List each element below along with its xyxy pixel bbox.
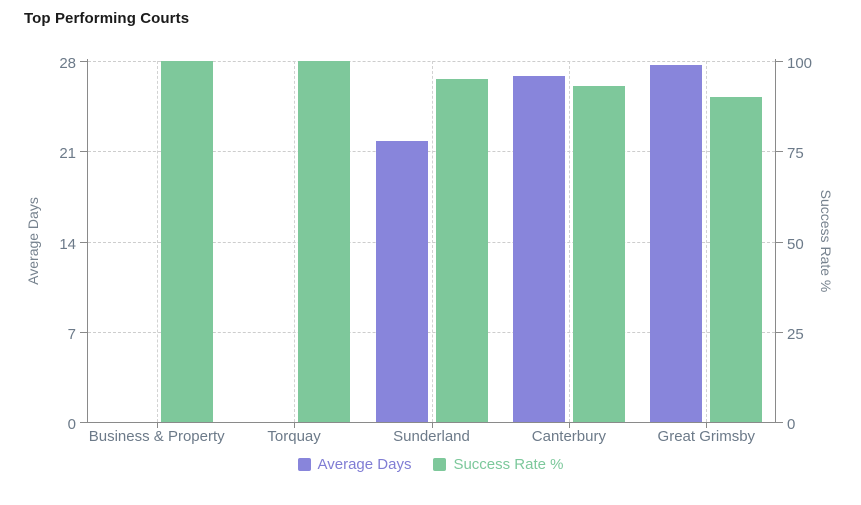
legend-label: Success Rate % [453, 456, 564, 473]
x-category-label-canterbury: Canterbury [531, 428, 606, 445]
y-axis-title-right: Success Rate % [818, 189, 834, 292]
gridline-vertical [294, 61, 296, 422]
y-left-tick-label: 7 [67, 325, 76, 343]
gridline-vertical [431, 61, 433, 422]
bar-success-rate-business-property [160, 61, 213, 422]
bar-success-rate-canterbury [572, 86, 625, 422]
bar-average-days-sunderland [375, 140, 428, 422]
legend-swatch-icon [297, 458, 311, 471]
x-category-label-torquay: Torquay [267, 428, 321, 445]
y-left-tick [80, 61, 87, 62]
y-right-tick [776, 151, 783, 153]
x-category-label-sunderland: Sunderland [393, 428, 470, 445]
y-axis-title-left: Average Days [25, 196, 41, 285]
gridline-vertical [706, 61, 708, 422]
y-left-tick [80, 151, 87, 153]
legend-item-success-rate[interactable]: Success Rate % [433, 456, 564, 473]
x-tick [156, 423, 158, 428]
legend-item-average-days[interactable]: Average Days [297, 456, 412, 473]
y-left-tick [80, 241, 87, 243]
bar-success-rate-great-grimsby [710, 97, 763, 422]
y-right-tick [776, 331, 783, 333]
bar-average-days-great-grimsby [650, 64, 703, 422]
y-right-tick [776, 241, 783, 243]
y-left-tick-label: 21 [59, 145, 76, 163]
x-tick [431, 423, 433, 428]
chart-title: Top Performing Courts [24, 10, 190, 27]
y-left-tick [80, 422, 87, 423]
y-right-tick-label: 0 [787, 416, 796, 433]
y-right-tick-label: 50 [787, 235, 804, 253]
axis-line [87, 59, 88, 422]
bar-success-rate-torquay [298, 61, 351, 422]
y-right-tick [776, 422, 783, 423]
y-left-tick-label: 28 [59, 55, 76, 72]
y-right-tick-label: 75 [787, 145, 804, 163]
x-tick [706, 423, 708, 428]
axis-line [83, 422, 780, 423]
gridline-vertical [156, 61, 158, 422]
chart-legend: Average Days Success Rate % [0, 456, 861, 473]
x-category-label-great-grimsby: Great Grimsby [657, 428, 756, 445]
bar-success-rate-sunderland [435, 79, 488, 422]
x-tick [568, 423, 570, 428]
y-right-tick-label: 25 [787, 325, 804, 343]
gridline-vertical [568, 61, 570, 422]
legend-label: Average Days [317, 456, 412, 473]
x-category-label-business-property: Business & Property [88, 428, 225, 445]
axis-line [775, 59, 776, 422]
y-right-tick-label: 100 [787, 55, 813, 72]
bar-average-days-canterbury [512, 76, 565, 422]
x-tick [294, 423, 296, 428]
y-right-tick [776, 61, 783, 62]
y-left-tick-label: 0 [67, 416, 76, 433]
y-left-tick-label: 14 [59, 235, 76, 253]
y-left-tick [80, 331, 87, 333]
legend-swatch-icon [433, 458, 447, 471]
